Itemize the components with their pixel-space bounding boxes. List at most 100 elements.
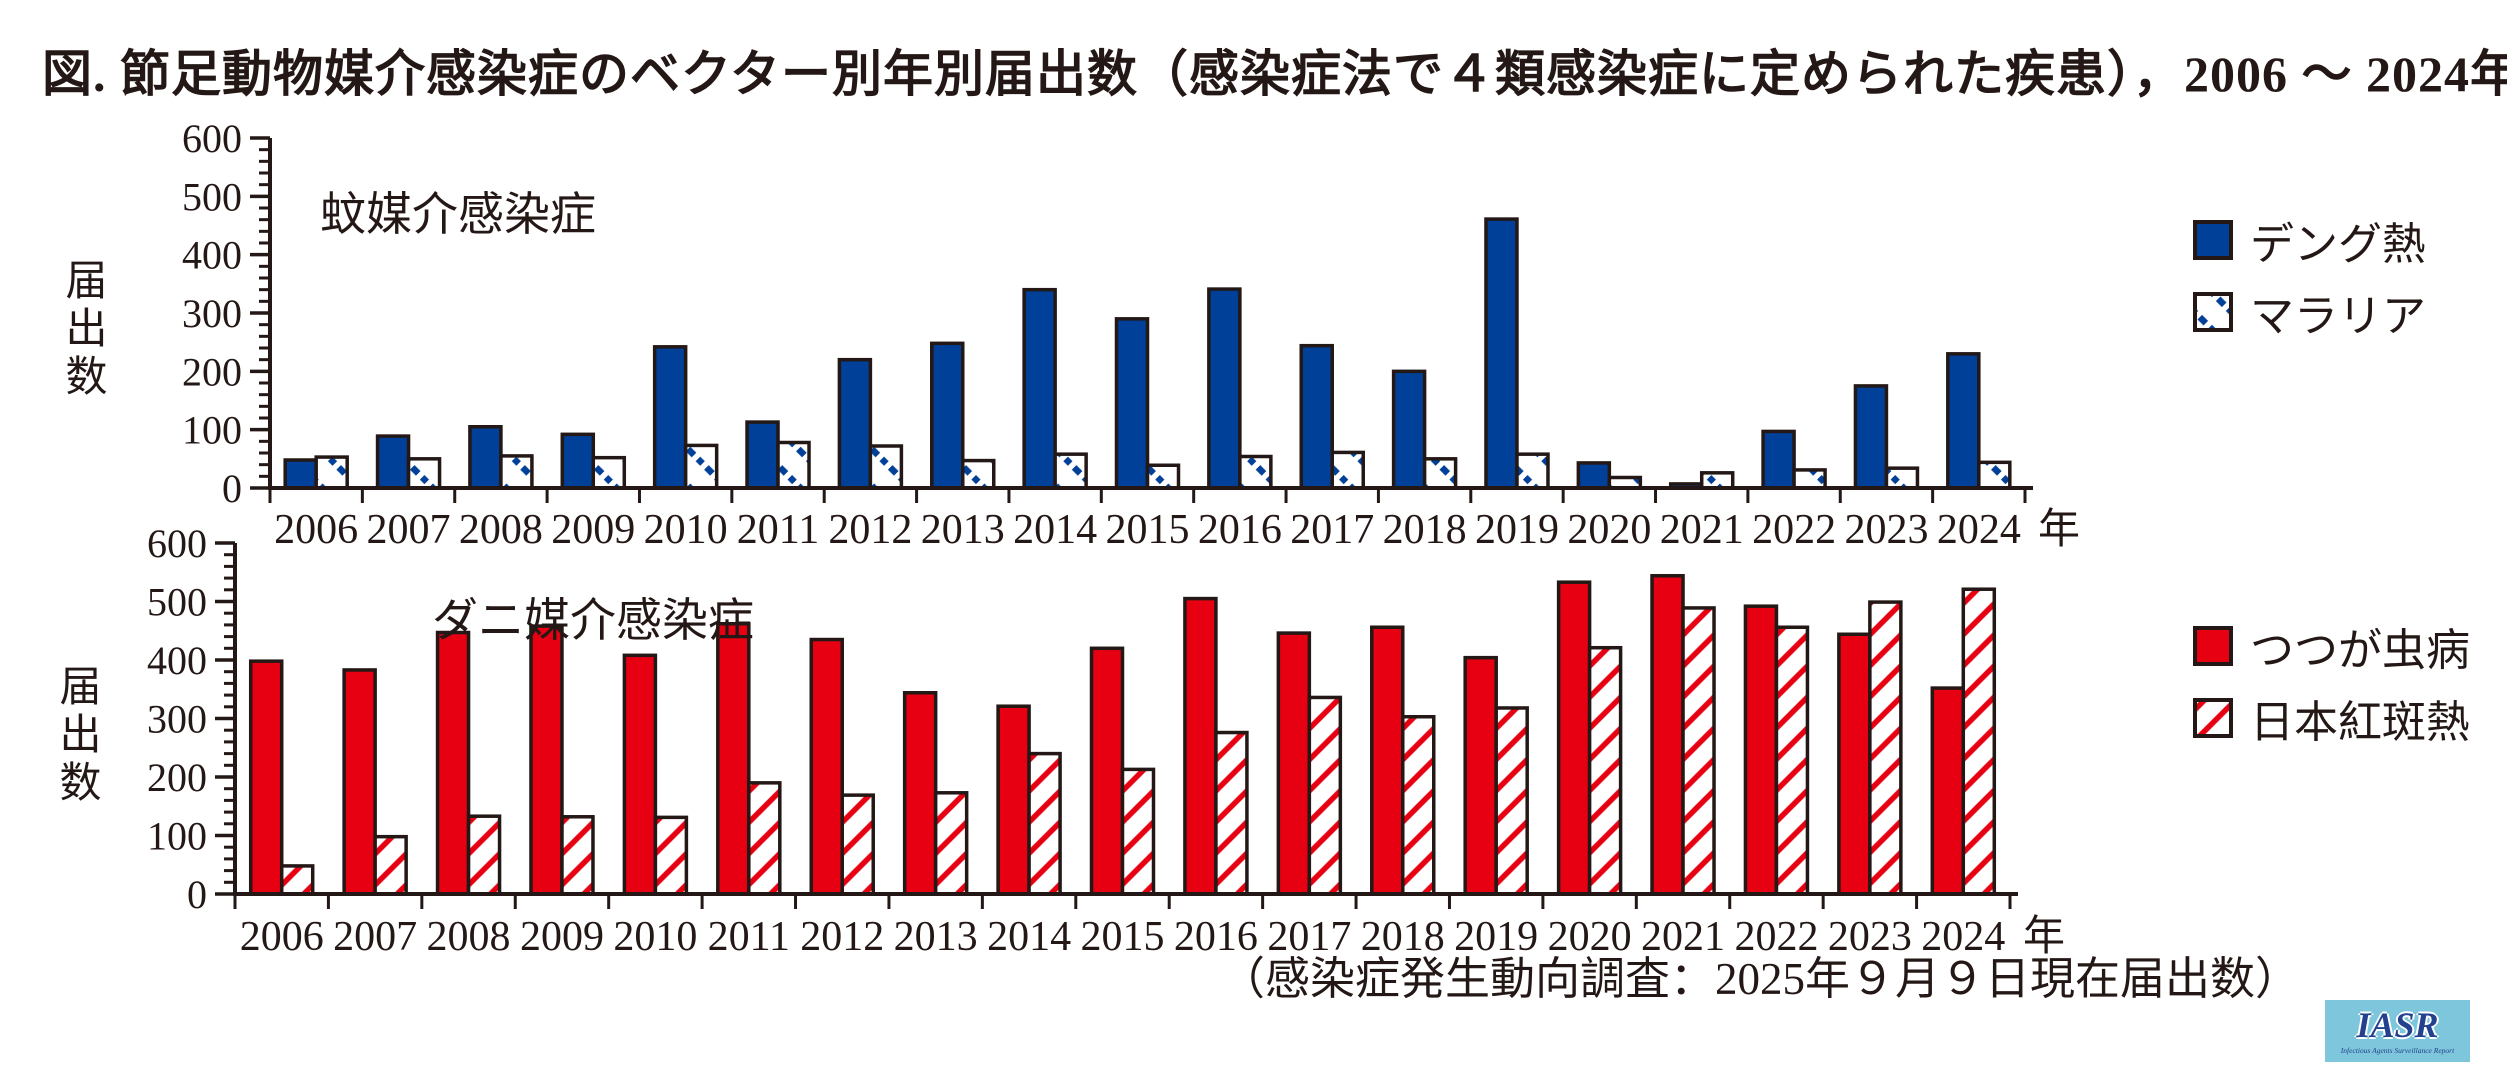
japanese-spotted-fever-legend-swatch <box>2193 698 2233 738</box>
year-label-2012: 2012 <box>828 507 912 553</box>
bar-つつが虫病-2020 <box>1556 580 1592 896</box>
bar-デング熱-2016 <box>1207 287 1242 490</box>
legend-japanese-spotted-fever: 日本紅斑熱 <box>2192 686 2470 750</box>
iasr-logo-subtext: Infectious Agents Surveillance Report <box>2340 1046 2455 1055</box>
bar-マラリア-2022 <box>1792 468 1827 490</box>
bar-つつが虫病-2010 <box>622 653 658 896</box>
bar-マラリア-2019 <box>1515 452 1550 490</box>
year-label-2007: 2007 <box>333 914 417 960</box>
bar-デング熱-2009 <box>560 432 596 490</box>
bar-日本紅斑熱-2024 <box>1961 587 1997 896</box>
bar-日本紅斑熱-2011 <box>747 781 782 896</box>
year-label-2014: 2014 <box>987 914 1071 960</box>
y-tick-label-0: 0 <box>187 872 207 917</box>
bar-デング熱-2017 <box>1299 343 1334 490</box>
bar-つつが虫病-2011 <box>716 621 751 896</box>
bar-マラリア-2023 <box>1884 466 1920 490</box>
legend-dengue: デング熱 <box>2192 208 2426 272</box>
year-label-2012: 2012 <box>800 914 884 960</box>
year-label-2024: 2024 <box>1921 914 2005 960</box>
legend-scrub-typhus: つつが虫病 <box>2192 614 2470 678</box>
bar-つつが虫病-2008 <box>435 630 471 896</box>
bar-デング熱-2010 <box>652 345 688 490</box>
iasr-logo-text: IASR <box>2356 1005 2439 1045</box>
bar-日本紅斑熱-2021 <box>1681 606 1716 896</box>
x-axis-unit-label: 年 <box>2038 506 2080 553</box>
bar-つつが虫病-2015 <box>1089 646 1125 896</box>
bar-日本紅斑熱-2014 <box>1027 751 1062 896</box>
bar-マラリア-2015 <box>1145 463 1181 490</box>
y-tick-label-500: 500 <box>182 174 242 219</box>
year-label-2009: 2009 <box>520 914 604 960</box>
bar-日本紅斑熱-2020 <box>1587 645 1623 896</box>
y-tick-label-100: 100 <box>147 814 207 859</box>
year-label-2021: 2021 <box>1641 914 1725 960</box>
year-label-2015: 2015 <box>1106 507 1190 553</box>
year-label-2019: 2019 <box>1475 507 1559 553</box>
bar-日本紅斑熱-2010 <box>653 815 689 896</box>
bar-マラリア-2007 <box>406 457 442 490</box>
y-tick-label-400: 400 <box>147 638 207 683</box>
bar-デング熱-2015 <box>1114 317 1150 490</box>
mosquito-chart-title: 蚊媒介感染症 <box>320 189 596 240</box>
bar-マラリア-2006 <box>314 455 349 490</box>
dengue-legend-swatch <box>2193 220 2233 260</box>
y-tick-label-400: 400 <box>182 233 242 278</box>
bar-マラリア-2016 <box>1238 454 1273 490</box>
y-tick-label-600: 600 <box>147 521 207 566</box>
bar-つつが虫病-2014 <box>996 704 1031 896</box>
year-label-2006: 2006 <box>274 507 358 553</box>
year-label-2011: 2011 <box>737 507 819 553</box>
malaria-legend-swatch <box>2193 292 2233 332</box>
year-label-2016: 2016 <box>1174 914 1258 960</box>
year-label-2017: 2017 <box>1290 507 1374 553</box>
bar-日本紅斑熱-2008 <box>466 814 502 896</box>
bar-デング熱-2020 <box>1576 461 1612 490</box>
year-label-2008: 2008 <box>459 507 543 553</box>
bar-デング熱-2008 <box>468 425 503 490</box>
bar-日本紅斑熱-2006 <box>279 864 315 896</box>
bar-日本紅斑熱-2019 <box>1494 706 1529 896</box>
bar-つつが虫病-2018 <box>1370 625 1405 896</box>
bar-日本紅斑熱-2018 <box>1401 714 1436 896</box>
year-label-2018: 2018 <box>1361 914 1445 960</box>
bar-デング熱-2013 <box>930 341 965 490</box>
bar-マラリア-2014 <box>1053 452 1088 490</box>
bar-日本紅斑熱-2017 <box>1307 695 1343 896</box>
year-label-2010: 2010 <box>613 914 697 960</box>
year-label-2017: 2017 <box>1267 914 1351 960</box>
bar-つつが虫病-2023 <box>1837 632 1872 896</box>
bar-つつが虫病-2017 <box>1276 631 1312 896</box>
iasr-logo: IASR Infectious Agents Surveillance Repo… <box>2325 1000 2470 1062</box>
bar-マラリア-2008 <box>499 454 534 490</box>
bar-マラリア-2010 <box>683 443 719 490</box>
bar-デング熱-2023 <box>1853 384 1889 490</box>
bar-つつが虫病-2013 <box>902 691 938 896</box>
bar-デング熱-2012 <box>837 357 873 490</box>
y-tick-label-100: 100 <box>182 408 242 453</box>
year-label-2010: 2010 <box>644 507 728 553</box>
year-label-2020: 2020 <box>1548 914 1632 960</box>
bar-日本紅斑熱-2012 <box>840 793 875 896</box>
bar-デング熱-2014 <box>1022 287 1057 490</box>
legend-japanese-spotted-fever-label: 日本紅斑熱 <box>2250 698 2470 747</box>
y-tick-label-500: 500 <box>147 580 207 625</box>
bar-日本紅斑熱-2013 <box>933 791 969 896</box>
bar-日本紅斑熱-2015 <box>1120 767 1156 896</box>
source-caption: （感染症発生動向調査：2025年９月９日現在届出数） <box>1219 954 2300 1004</box>
legend-dengue-label: デング熱 <box>2250 220 2426 269</box>
y-tick-label-300: 300 <box>147 697 207 742</box>
bar-マラリア-2024 <box>1977 460 2012 490</box>
bar-マラリア-2013 <box>961 458 996 490</box>
bar-マラリア-2018 <box>1422 457 1458 490</box>
bar-マラリア-2009 <box>591 455 627 490</box>
year-label-2008: 2008 <box>427 914 511 960</box>
year-label-2023: 2023 <box>1844 507 1928 553</box>
bar-つつが虫病-2006 <box>248 659 284 896</box>
bar-デング熱-2006 <box>283 458 318 490</box>
y-tick-label-600: 600 <box>182 116 242 161</box>
